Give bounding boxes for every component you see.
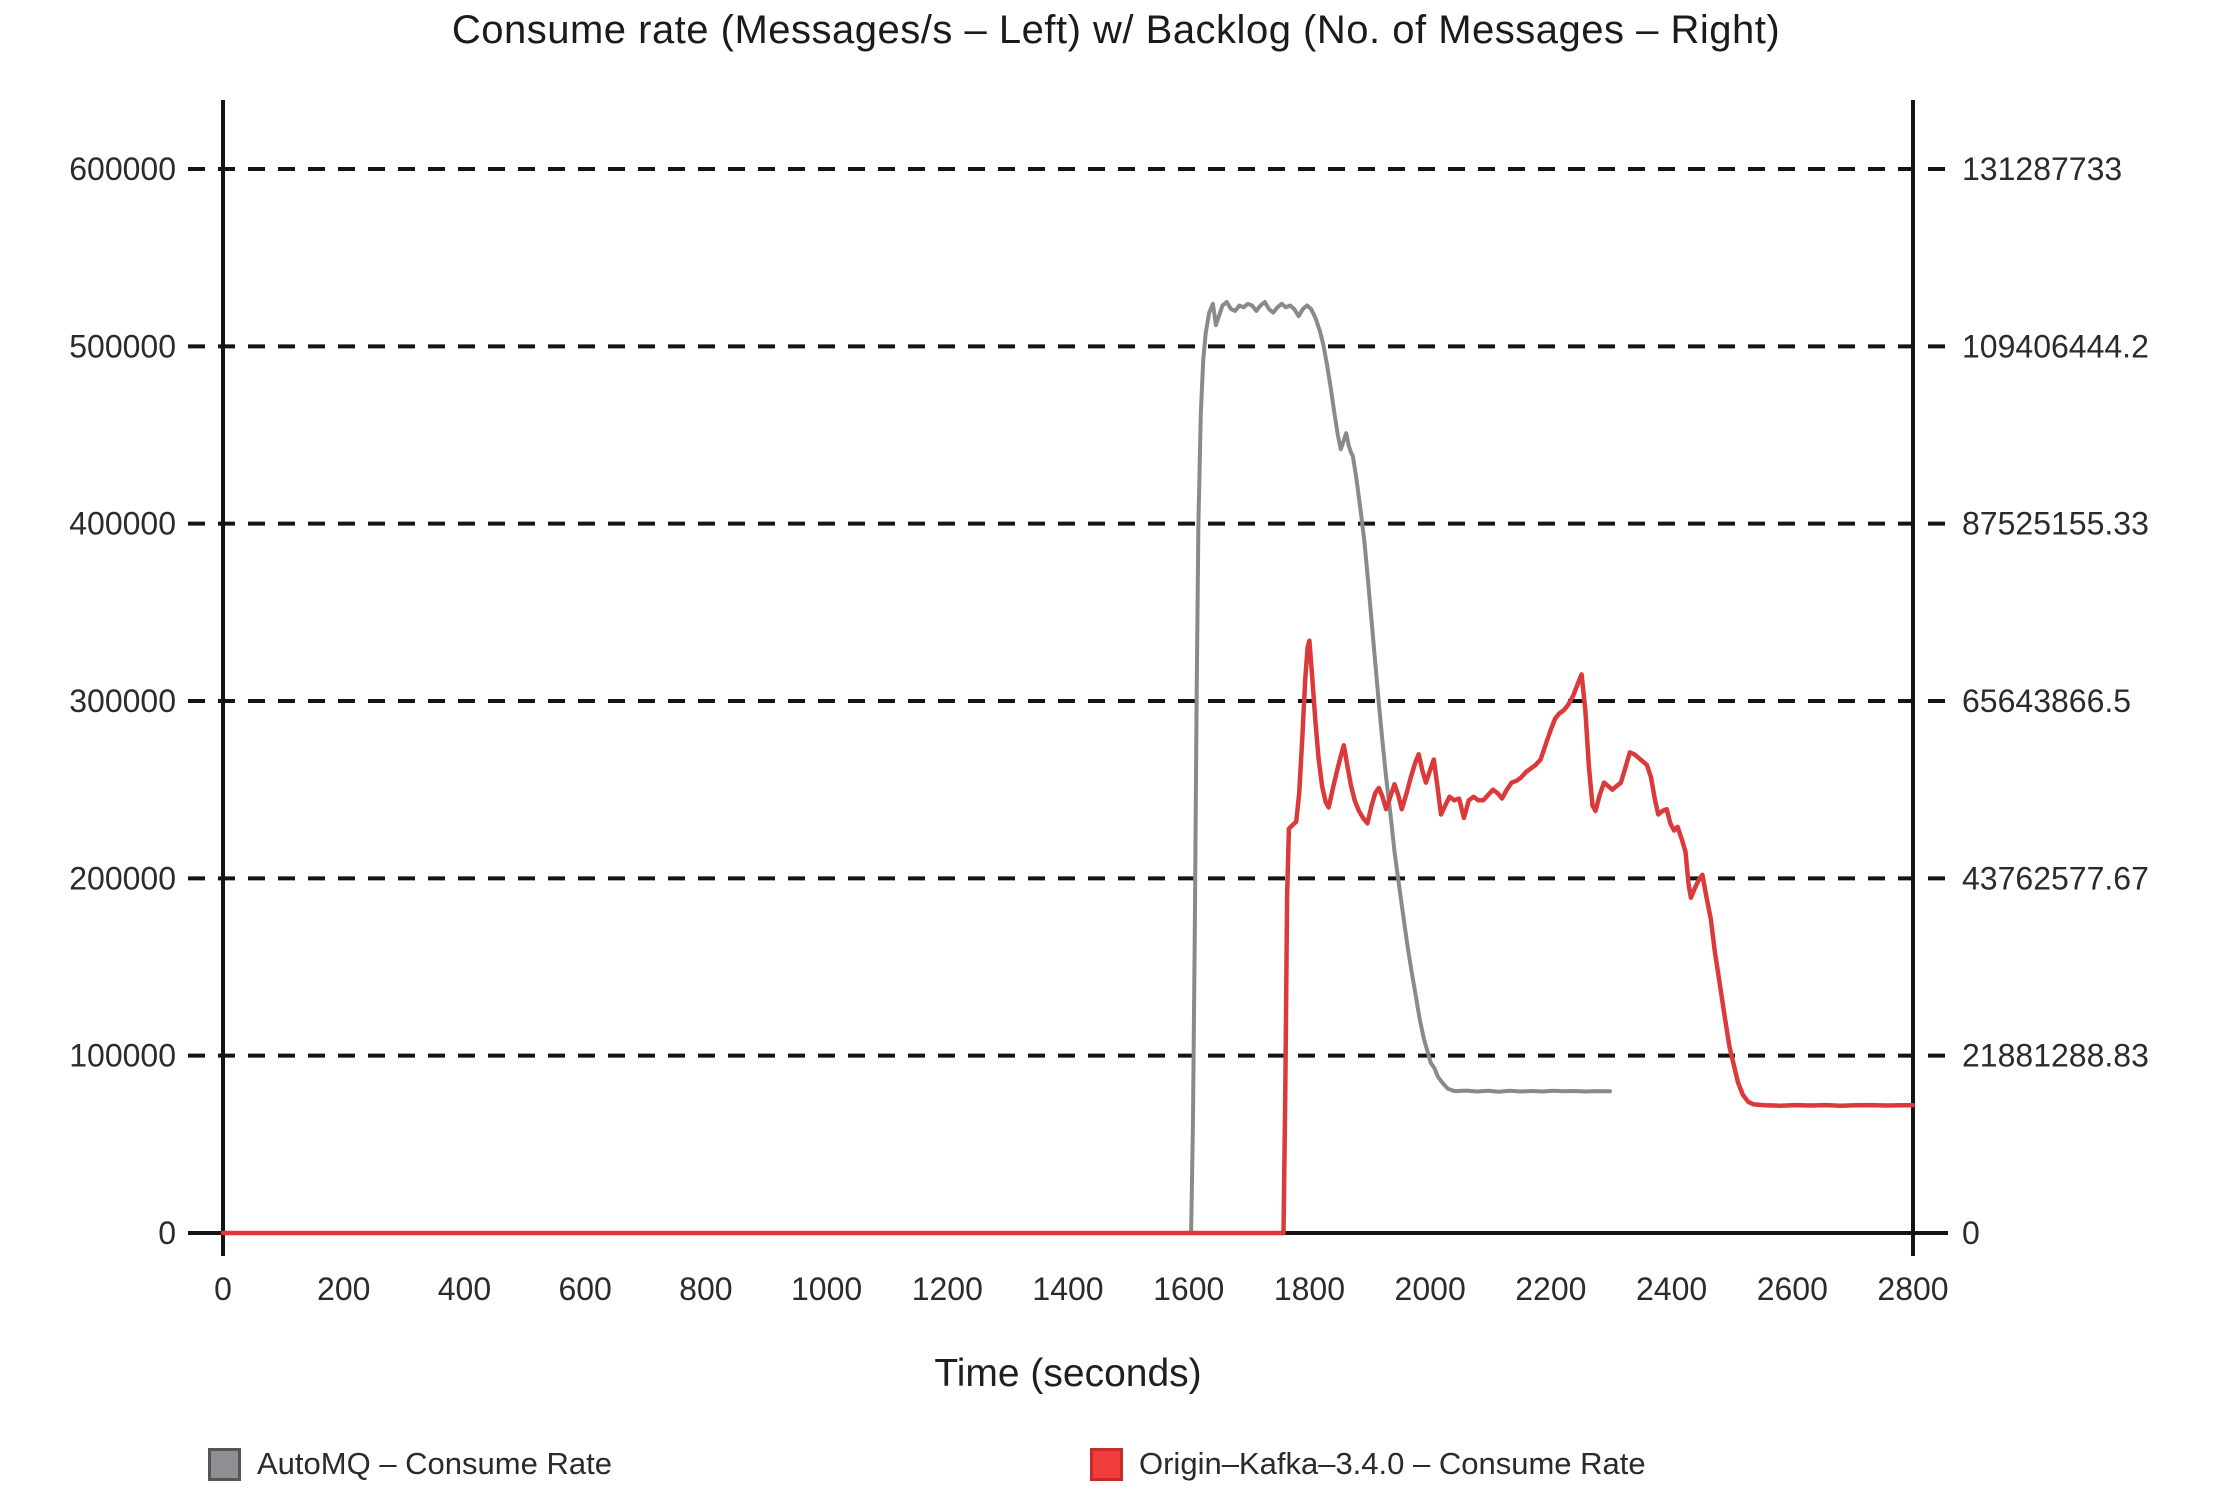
x-axis-title: Time (seconds) [934,1352,1202,1395]
legend-label-automq: AutoMQ – Consume Rate [257,1446,612,1481]
y-right-tick-label-400000: 87525155.33 [1962,506,2149,542]
x-tick-label-2600: 2600 [1757,1271,1828,1307]
automq-swatch-icon [208,1447,241,1481]
y-right-tick-label-0: 0 [1962,1215,1980,1251]
y-right-tick-label-600000: 131287733 [1962,151,2122,187]
legend-label-kafka: Origin–Kafka–3.4.0 – Consume Rate [1139,1446,1646,1481]
legend-item-kafka: Origin–Kafka–3.4.0 – Consume Rate [1090,1444,1646,1484]
x-tick-label-2800: 2800 [1877,1271,1948,1307]
x-tick-label-400: 400 [438,1271,491,1307]
y-left-tick-label-100000: 100000 [69,1038,176,1074]
x-tick-label-1800: 1800 [1274,1271,1345,1307]
y-left-tick-label-0: 0 [158,1215,176,1251]
y-right-tick-label-200000: 43762577.67 [1962,860,2149,896]
y-left-tick-label-500000: 500000 [69,328,176,364]
y-right-tick-label-100000: 21881288.83 [1962,1038,2149,1074]
legend: AutoMQ – Consume Rate Origin–Kafka–3.4.0… [0,1444,2232,1490]
x-tick-label-600: 600 [558,1271,611,1307]
chart-title: Consume rate (Messages/s – Left) w/ Back… [451,8,1781,52]
x-tick-label-0: 0 [214,1271,232,1307]
x-tick-label-1200: 1200 [912,1271,983,1307]
x-tick-label-1600: 1600 [1153,1271,1224,1307]
y-right-tick-label-300000: 65643866.5 [1962,683,2131,719]
x-tick-label-1400: 1400 [1032,1271,1103,1307]
x-tick-label-800: 800 [679,1271,732,1307]
x-tick-label-1000: 1000 [791,1271,862,1307]
y-left-tick-label-600000: 600000 [69,151,176,187]
series-line-automq [221,300,1612,1235]
x-tick-label-200: 200 [317,1271,370,1307]
series-line-origin-kafka [220,638,1916,1236]
legend-item-automq: AutoMQ – Consume Rate [208,1444,612,1484]
kafka-swatch-icon [1090,1447,1123,1481]
y-left-tick-label-400000: 400000 [69,506,176,542]
y-left-tick-label-300000: 300000 [69,683,176,719]
x-tick-label-2000: 2000 [1395,1271,1466,1307]
y-right-tick-label-500000: 109406444.2 [1962,328,2149,364]
y-left-tick-label-200000: 200000 [69,860,176,896]
x-tick-label-2400: 2400 [1636,1271,1707,1307]
x-tick-label-2200: 2200 [1515,1271,1586,1307]
